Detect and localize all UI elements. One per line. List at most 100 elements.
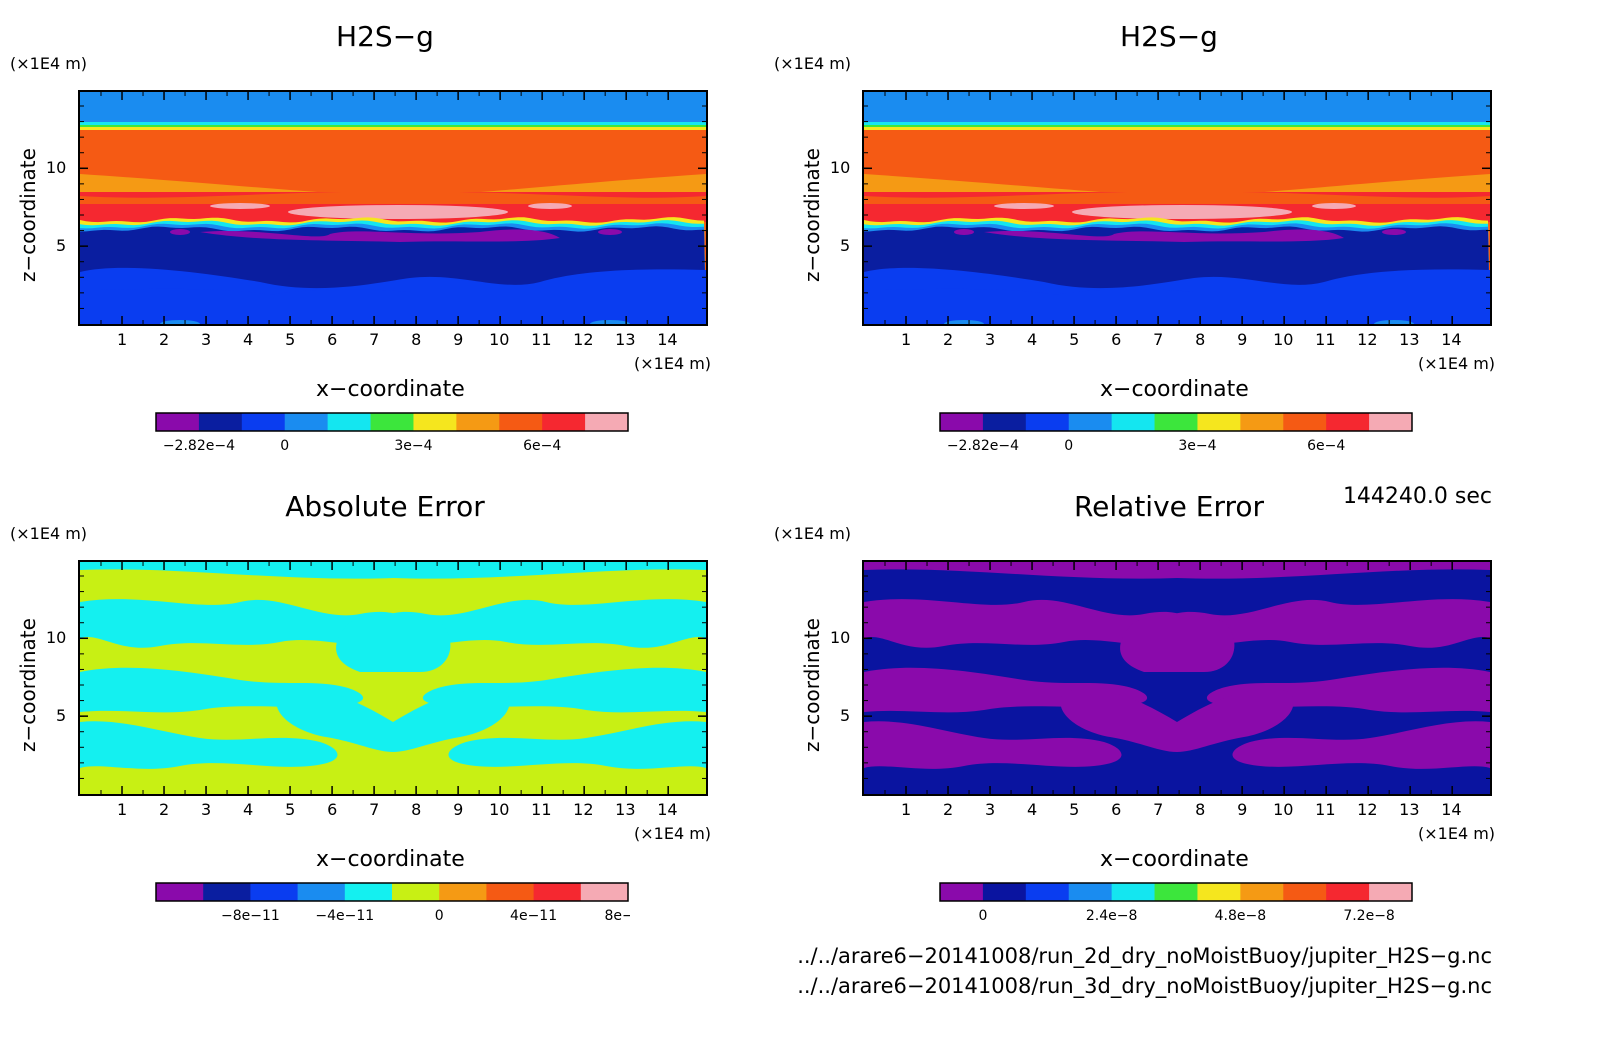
colorbar-swatch — [533, 883, 582, 901]
field-blob — [336, 614, 451, 672]
x-tick-label: 8 — [411, 800, 422, 819]
field-band — [80, 92, 706, 126]
file-path-1: ../../arare6−20141008/run_2d_dry_noMoist… — [797, 944, 1492, 968]
x-tick-label: 11 — [1315, 330, 1336, 349]
x-tick-label: 1 — [901, 800, 912, 819]
field-blob — [1374, 320, 1414, 324]
y-tick-label: 10 — [830, 628, 851, 648]
panel-title: H2S−g — [1120, 20, 1218, 53]
contour-field — [864, 92, 1490, 324]
x-tick-label: 2 — [943, 330, 954, 349]
x-tick-label: 10 — [1273, 800, 1294, 819]
x-tick-label: 12 — [1357, 330, 1378, 349]
x-tick-label: 4 — [243, 800, 254, 819]
colorbar-swatch — [1240, 883, 1284, 901]
field-band — [884, 288, 1194, 324]
colorbar-svg: 0 2.4e−8 4.8e−8 7.2e−8 — [939, 882, 1413, 924]
y-axis-label: z−coordinate — [800, 618, 824, 752]
colorbar-swatch — [1326, 413, 1370, 431]
x-tick-label: 6 — [327, 330, 338, 349]
x-tick-label: 7 — [369, 330, 380, 349]
colorbar-swatch — [327, 413, 372, 431]
field-blob — [276, 689, 510, 752]
field-band — [80, 191, 706, 204]
x-tick-label: 7 — [1153, 330, 1164, 349]
y-unit-label: (×1E4 m) — [10, 54, 88, 73]
x-tick-label: 11 — [531, 800, 552, 819]
x-tick-label: 5 — [285, 800, 296, 819]
colorbar-tick-label: 4e−11 — [510, 908, 557, 924]
field-blob — [210, 203, 270, 209]
colorbar-tick-label: 0 — [978, 908, 987, 924]
x-tick-label: 14 — [657, 800, 678, 819]
colorbar-swatch — [982, 413, 1027, 431]
x-tick-label: 12 — [1357, 800, 1378, 819]
colorbar-swatch — [1369, 413, 1413, 431]
colorbar-tick-label: −8e−11 — [221, 908, 280, 924]
colorbar-tick-label: 0 — [280, 438, 289, 454]
y-tick-label: 5 — [840, 706, 851, 726]
x-tick-label: 12 — [573, 800, 594, 819]
colorbar-tick-label: 0 — [435, 908, 444, 924]
colorbar-tick-label: −2.82e−4 — [163, 438, 235, 454]
x-tick-label: 4 — [1027, 330, 1038, 349]
panel-title: Absolute Error — [285, 490, 485, 523]
field-blob — [1060, 689, 1294, 752]
panel-title: Relative Error — [1073, 490, 1265, 523]
colorbar-swatch — [456, 413, 500, 431]
x-tick-label: 2 — [943, 800, 954, 819]
x-tick-label: 13 — [615, 800, 636, 819]
field-blob — [1232, 721, 1490, 769]
x-axis-label: x−coordinate — [1100, 377, 1249, 402]
field-blob — [984, 229, 1344, 242]
colorbar-swatch — [1025, 413, 1070, 431]
field-band — [864, 174, 1490, 196]
colorbar-tick-label: 8e−11 — [604, 908, 630, 924]
x-tick-label: 3 — [985, 800, 996, 819]
field-blob — [448, 721, 706, 769]
field-blob — [944, 320, 984, 324]
colorbar-swatch — [940, 883, 984, 901]
colorbar: −2.82e−4 0 3e−4 6e−4 — [155, 412, 630, 456]
y-axis-label: z−coordinate — [16, 148, 40, 282]
x-tick-label: 10 — [489, 800, 510, 819]
plot-area — [78, 90, 708, 326]
panel-relative-error: Relative Error (×1E4 m) z−coordinate (×1… — [774, 470, 1564, 950]
x-tick-label: 10 — [1273, 330, 1294, 349]
colorbar-tick-label: 3e−4 — [1178, 438, 1216, 454]
colorbar-swatch — [203, 883, 251, 901]
field-blob — [288, 205, 508, 219]
field-blob — [864, 562, 1490, 579]
x-tick-label: 13 — [1399, 330, 1420, 349]
field-band — [80, 174, 706, 196]
x-unit-label: (×1E4 m) — [1418, 354, 1496, 373]
field-blob — [1165, 599, 1490, 648]
colorbar-swatch — [1154, 883, 1198, 901]
x-unit-label: (×1E4 m) — [634, 354, 712, 373]
x-tick-label: 4 — [243, 330, 254, 349]
colorbar-svg: −2.82e−4 0 3e−4 6e−4 — [155, 412, 629, 454]
field-blob — [1072, 205, 1292, 219]
colorbar-swatch — [284, 413, 329, 431]
field-blob — [200, 229, 560, 242]
y-tick-label: 10 — [830, 158, 851, 178]
x-tick-label: 1 — [117, 330, 128, 349]
colorbar-swatch — [1068, 883, 1113, 901]
field-band — [100, 288, 410, 324]
colorbar-frame — [155, 412, 629, 432]
x-tick-label: 14 — [657, 330, 678, 349]
colorbar-swatch — [580, 883, 629, 901]
field-blob — [590, 320, 630, 324]
contour-field — [80, 562, 706, 794]
x-tick-label: 1 — [901, 330, 912, 349]
colorbar-swatch — [241, 413, 286, 431]
colorbar-swatch — [1197, 883, 1241, 901]
time-label: 144240.0 sec — [1342, 484, 1492, 509]
x-tick-label: 3 — [985, 330, 996, 349]
contour-field — [80, 92, 706, 324]
field-blob — [160, 320, 200, 324]
colorbar-tick-label: 2.4e−8 — [1086, 908, 1138, 924]
field-blob — [994, 203, 1054, 209]
colorbar-tick-label: 6e−4 — [1307, 438, 1345, 454]
field-blob — [598, 229, 622, 235]
